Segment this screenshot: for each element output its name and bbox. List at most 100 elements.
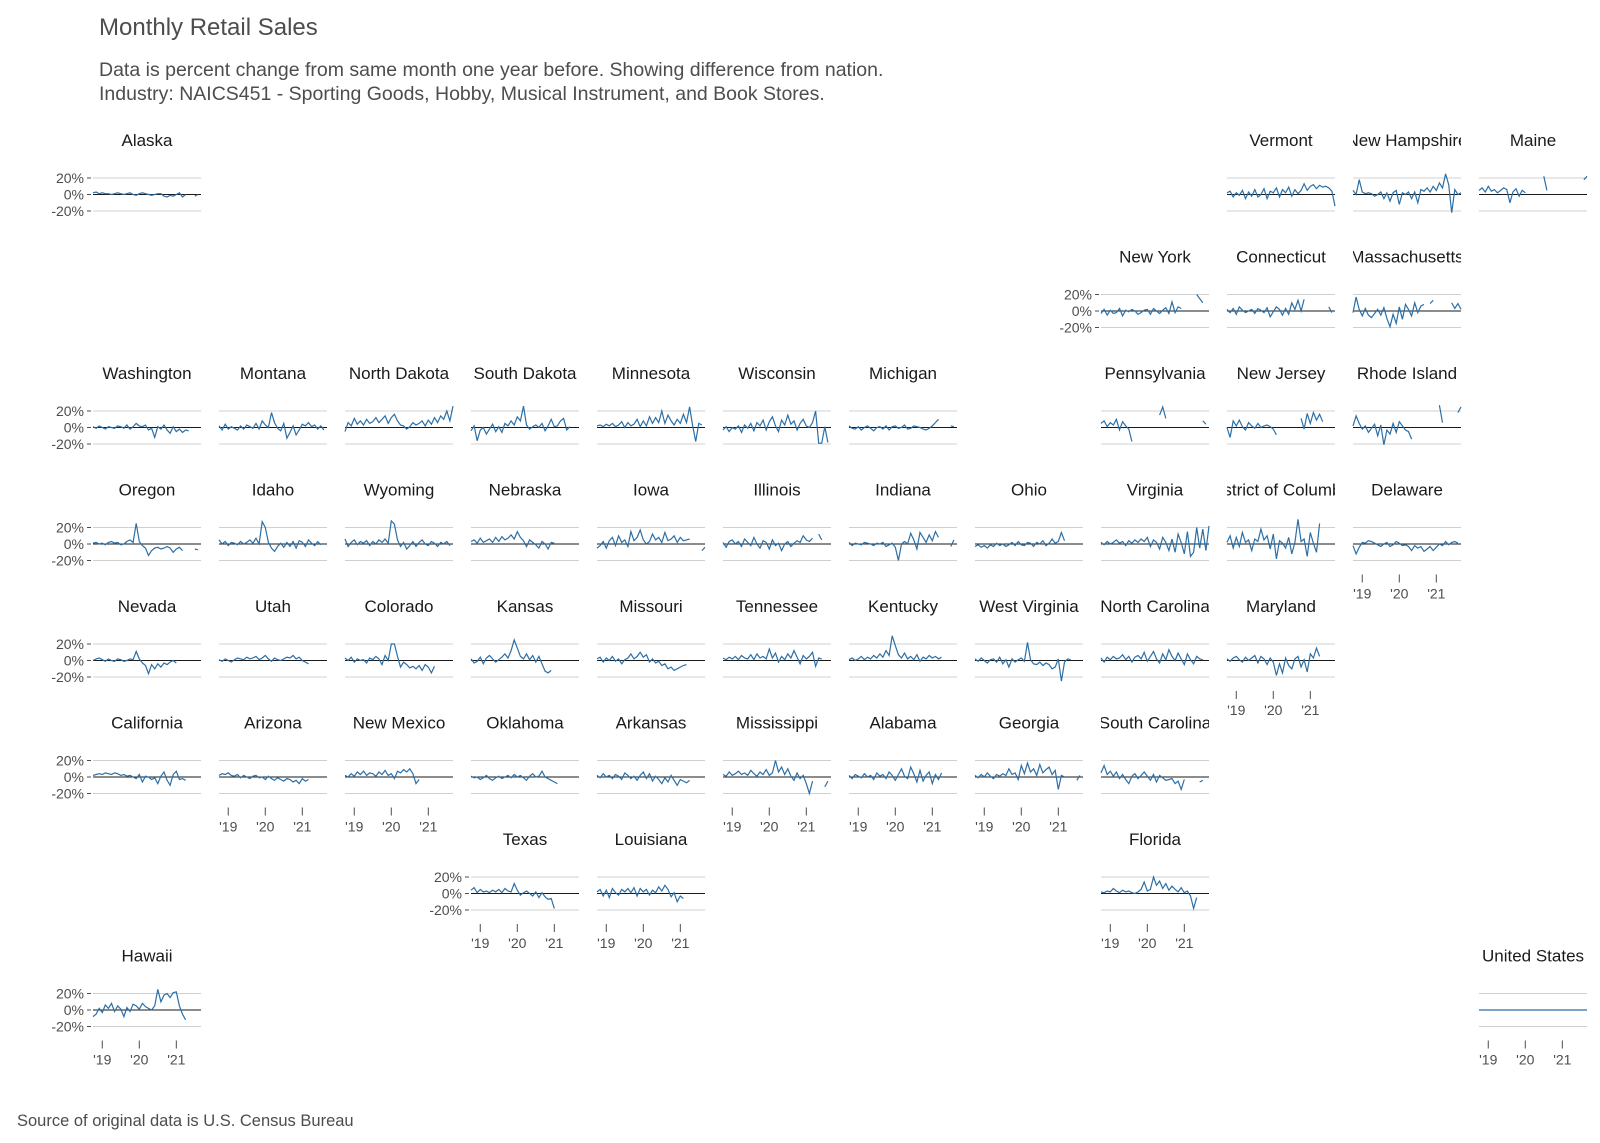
facet-label: Oklahoma bbox=[486, 714, 564, 733]
facet-label: Connecticut bbox=[1236, 248, 1326, 267]
y-tick-label: 20% bbox=[56, 170, 84, 186]
series-line bbox=[92, 191, 199, 198]
series-line bbox=[596, 528, 706, 552]
facet-label: Indiana bbox=[875, 481, 931, 500]
series-line bbox=[470, 769, 558, 785]
x-tick-label: '19 bbox=[1479, 1052, 1497, 1068]
series-line bbox=[848, 530, 955, 561]
facet-label: Rhode Island bbox=[1357, 364, 1457, 383]
x-tick-label: '20 bbox=[508, 935, 526, 951]
facet-label: Vermont bbox=[1249, 131, 1313, 150]
y-tick-label: 0% bbox=[64, 1002, 84, 1018]
y-tick-label: 20% bbox=[434, 869, 462, 885]
chart-subtitle: Data is percent change from same month o… bbox=[99, 58, 883, 106]
series-line bbox=[1352, 540, 1459, 556]
subtitle-line-2: Industry: NAICS451 - Sporting Goods, Hob… bbox=[99, 83, 825, 105]
x-tick-label: '19 bbox=[597, 935, 615, 951]
facet-south-carolina: South Carolina bbox=[1100, 714, 1209, 794]
facet-arizona: Arizona '19 '20 '21 bbox=[218, 714, 327, 835]
x-tick-label: '21 bbox=[1427, 586, 1445, 602]
x-tick-label: '21 bbox=[923, 819, 941, 835]
facet-label: Michigan bbox=[869, 364, 937, 383]
series-line bbox=[470, 638, 552, 674]
facet-label: New York bbox=[1119, 248, 1191, 267]
x-tick-label: '21 bbox=[671, 935, 689, 951]
facet-label: Kansas bbox=[497, 597, 554, 616]
facet-label: Ohio bbox=[1011, 481, 1047, 500]
y-tick-label: 0% bbox=[1072, 303, 1092, 319]
facet-washington: Washington 20%0%-20% bbox=[51, 364, 201, 452]
facet-maryland: Maryland '19 '20 '21 bbox=[1226, 597, 1335, 718]
facet-label: Maine bbox=[1510, 131, 1556, 150]
facet-label: Alaska bbox=[121, 131, 173, 150]
facet-south-dakota: South Dakota bbox=[470, 364, 579, 445]
series-line bbox=[849, 767, 951, 784]
series-line bbox=[1100, 648, 1203, 667]
x-tick-label: '19 bbox=[93, 1052, 111, 1068]
facet-label: Illinois bbox=[753, 481, 800, 500]
facet-nevada: Nevada 20%0%-20% bbox=[51, 597, 201, 685]
y-tick-label: 20% bbox=[56, 403, 84, 419]
facet-label: Nebraska bbox=[489, 481, 562, 500]
y-tick-label: -20% bbox=[51, 1019, 84, 1035]
facet-new-york: New York 20%0%-20% bbox=[1059, 248, 1209, 336]
series-line bbox=[1352, 296, 1462, 329]
x-tick-label: '20 bbox=[760, 819, 778, 835]
series-line bbox=[974, 530, 1066, 549]
facet-label: Tennessee bbox=[736, 597, 818, 616]
series-line bbox=[722, 410, 829, 444]
facet-illinois: Illinois bbox=[723, 481, 831, 561]
facet-alaska: Alaska 20%0%-20% bbox=[51, 131, 201, 219]
x-tick-label: '20 bbox=[634, 935, 652, 951]
facet-texas: Texas 20%0%-20% '19 '20 '21 bbox=[429, 830, 579, 951]
y-tick-label: -20% bbox=[51, 669, 84, 685]
facet-minnesota: Minnesota bbox=[596, 364, 705, 445]
facet-maine: Maine bbox=[1478, 131, 1588, 212]
series-line bbox=[974, 642, 1071, 682]
facet-oklahoma: Oklahoma bbox=[470, 714, 579, 794]
facet-kentucky: Kentucky bbox=[849, 597, 957, 678]
facet-oregon: Oregon 20%0%-20% bbox=[51, 481, 201, 569]
x-tick-label: '19 bbox=[1101, 935, 1119, 951]
series-line bbox=[1100, 525, 1210, 558]
facet-label: West Virginia bbox=[979, 597, 1079, 616]
series-line bbox=[848, 418, 955, 432]
facet-label: United States bbox=[1482, 947, 1584, 966]
x-tick-label: '20 bbox=[256, 819, 274, 835]
facet-new-mexico: New Mexico '19 '20 '21 bbox=[344, 714, 453, 835]
facet-label: Pennsylvania bbox=[1104, 364, 1206, 383]
x-tick-label: '19 bbox=[1353, 586, 1371, 602]
x-tick-label: '21 bbox=[1553, 1052, 1571, 1068]
x-tick-label: '21 bbox=[1301, 702, 1319, 718]
series-line bbox=[596, 406, 703, 442]
x-tick-label: '20 bbox=[1390, 586, 1408, 602]
facet-rhode-island: Rhode Island bbox=[1352, 364, 1462, 445]
series-line bbox=[344, 767, 420, 785]
facet-colorado: Colorado bbox=[344, 597, 453, 678]
x-tick-label: '20 bbox=[382, 819, 400, 835]
y-tick-label: 20% bbox=[1064, 287, 1092, 303]
facet-united-states: United States '19 '20 '21 bbox=[1479, 947, 1587, 1068]
y-tick-label: 20% bbox=[56, 986, 84, 1002]
facet-label: Texas bbox=[503, 830, 547, 849]
y-tick-label: 20% bbox=[56, 636, 84, 652]
facet-district-of-columbia: District of Columbia bbox=[1207, 481, 1355, 561]
facet-montana: Montana bbox=[218, 364, 327, 445]
series-line bbox=[218, 772, 309, 785]
x-tick-label: '21 bbox=[797, 819, 815, 835]
facet-label: District of Columbia bbox=[1207, 481, 1355, 500]
series-line bbox=[1226, 646, 1321, 676]
x-tick-label: '21 bbox=[419, 819, 437, 835]
series-line bbox=[344, 405, 454, 432]
facet-label: Arkansas bbox=[616, 714, 687, 733]
y-tick-label: 0% bbox=[64, 187, 84, 203]
x-tick-label: '19 bbox=[345, 819, 363, 835]
facet-label: Kentucky bbox=[868, 597, 938, 616]
series-line bbox=[92, 770, 186, 787]
facet-indiana: Indiana bbox=[848, 481, 957, 561]
x-tick-label: '21 bbox=[1049, 819, 1067, 835]
facet-louisiana: Louisiana '19 '20 '21 bbox=[597, 830, 705, 951]
facet-label: Minnesota bbox=[612, 364, 691, 383]
facet-pennsylvania: Pennsylvania bbox=[1100, 364, 1209, 445]
